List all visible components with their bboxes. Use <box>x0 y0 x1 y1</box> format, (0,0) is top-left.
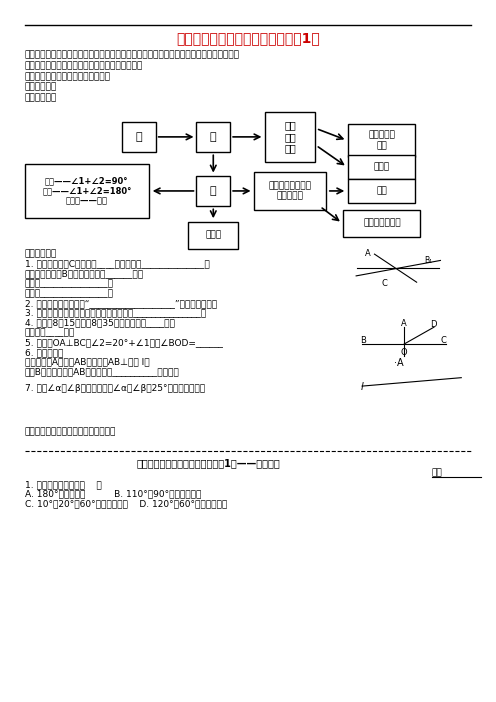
FancyBboxPatch shape <box>25 164 149 218</box>
Text: 1. 如图，经过点C的直线有____条，它们是______________，: 1. 如图，经过点C的直线有____条，它们是______________， <box>25 260 209 268</box>
Text: 【学习重点】有关基础理论在生活实际中的应用。: 【学习重点】有关基础理论在生活实际中的应用。 <box>25 62 143 70</box>
Text: 《平面图形的认识》小结与思考（1）——随堂练习: 《平面图形的认识》小结与思考（1）——随堂练习 <box>136 458 280 468</box>
Text: 锐角、直角、锨角
平角、周角: 锐角、直角、锨角 平角、周角 <box>269 181 311 201</box>
FancyBboxPatch shape <box>348 124 416 157</box>
Text: 『例题讲评』: 『例题讲评』 <box>25 250 57 258</box>
Text: 垂直: 垂直 <box>376 187 387 195</box>
Text: 时针转了____度。: 时针转了____度。 <box>25 329 75 337</box>
Text: 7. 已知∠α与∠β互为补角，且∠α比∠β大25°，求这两个角。: 7. 已知∠α与∠β互为补角，且∠α比∠β大25°，求这两个角。 <box>25 384 205 392</box>
Text: A. 180°的角是补角          B. 110°和90°的角互为补角: A. 180°的角是补角 B. 110°和90°的角互为补角 <box>25 490 201 498</box>
Text: 【学习过程】: 【学习过程】 <box>25 83 57 91</box>
Text: 『课堂小结』这节课我们复习了什么？: 『课堂小结』这节课我们复习了什么？ <box>25 428 116 436</box>
Text: 可以表示的以点B为端点的射线有______条，: 可以表示的以点B为端点的射线有______条， <box>25 270 144 278</box>
Text: 且点B为垂足，线段AB的长度就是__________的距离。: 且点B为垂足，线段AB的长度就是__________的距离。 <box>25 368 180 376</box>
Text: B: B <box>361 336 367 345</box>
Text: D: D <box>431 320 437 329</box>
Text: 它们是_______________；: 它们是_______________； <box>25 279 114 288</box>
FancyBboxPatch shape <box>348 155 416 179</box>
Text: C. 10°、20°、60°的角互为余角    D. 120°和60°的角互为补角: C. 10°、20°、60°的角互为余角 D. 120°和60°的角互为补角 <box>25 500 227 508</box>
Text: 有线段_______________。: 有线段_______________。 <box>25 289 114 298</box>
Text: A: A <box>365 249 371 258</box>
Text: B₁: B₁ <box>425 256 433 265</box>
Text: 线: 线 <box>210 132 217 142</box>
Text: 3. 如果两个角是对顶角，那么这两个角一定_______________。: 3. 如果两个角是对顶角，那么这两个角一定_______________。 <box>25 309 206 317</box>
Text: 5. 如图，OA⊥BC，∠2=20°+∠1，则∠BOD=______: 5. 如图，OA⊥BC，∠2=20°+∠1，则∠BOD=______ <box>25 338 223 347</box>
Text: 【学习难点】线段、角的有关计算。: 【学习难点】线段、角的有关计算。 <box>25 72 111 81</box>
Text: 线段
射线
直线: 线段 射线 直线 <box>284 120 296 154</box>
FancyBboxPatch shape <box>254 171 326 210</box>
Text: 方位角: 方位角 <box>205 231 221 239</box>
Text: 2. 整队时，我们利用了“___________________”这一数学原理。: 2. 整队时，我们利用了“___________________”这一数学原理。 <box>25 299 217 307</box>
Text: C: C <box>382 279 388 289</box>
Text: 角: 角 <box>210 186 217 196</box>
Text: 平行线: 平行线 <box>374 163 390 171</box>
Text: 点到直线的距离: 点到直线的距离 <box>363 219 401 227</box>
Text: O: O <box>401 348 407 357</box>
FancyBboxPatch shape <box>343 210 421 237</box>
Text: ·A: ·A <box>394 359 404 369</box>
Text: 点: 点 <box>135 132 142 142</box>
Text: 如图，过点A画线段AB，使线段AB⊥直线 l，: 如图，过点A画线段AB，使线段AB⊥直线 l， <box>25 358 149 366</box>
FancyBboxPatch shape <box>122 122 156 152</box>
Text: l: l <box>361 382 364 392</box>
FancyBboxPatch shape <box>348 179 416 203</box>
FancyBboxPatch shape <box>188 222 238 249</box>
FancyBboxPatch shape <box>196 122 230 152</box>
Text: 评价: 评价 <box>432 468 442 477</box>
FancyBboxPatch shape <box>196 176 230 206</box>
FancyBboxPatch shape <box>265 112 315 162</box>
Text: 『知识梳理』: 『知识梳理』 <box>25 93 57 102</box>
Text: 《平面图形的认识》小结与思考（1）: 《平面图形的认识》小结与思考（1） <box>176 32 320 46</box>
Text: A: A <box>401 319 407 328</box>
Text: 6. 作图并填空: 6. 作图并填空 <box>25 348 63 357</box>
Text: C: C <box>440 336 446 345</box>
Text: 两点之间的
距离: 两点之间的 距离 <box>369 131 395 150</box>
Text: 余角——∠1+∠2=90°
补角——∠1+∠2=180°
对顶角——相等: 余角——∠1+∠2=90° 补角——∠1+∠2=180° 对顶角——相等 <box>42 176 131 206</box>
Text: 1. 下列叙述正确的是（    ）: 1. 下列叙述正确的是（ ） <box>25 480 102 489</box>
Text: 【学习目标】复习线段、直线、射线、线段的中点、角、余角、补角、对顶角的有关概念。: 【学习目标】复习线段、直线、射线、线段的中点、角、余角、补角、对顶角的有关概念。 <box>25 51 240 59</box>
Text: 4. 时钟从8点15分走到8点35分，分针转了____度，: 4. 时钟从8点15分走到8点35分，分针转了____度， <box>25 319 175 327</box>
